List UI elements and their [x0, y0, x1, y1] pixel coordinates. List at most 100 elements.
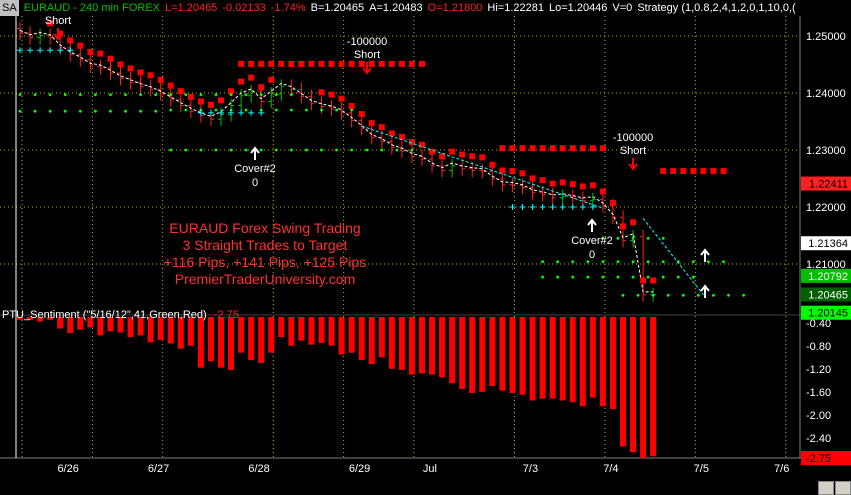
sentiment-bar [408, 317, 415, 375]
signal-qty: -100000 [347, 36, 387, 48]
indicator-tick-label: -1.20 [806, 364, 831, 376]
stop-marker [579, 183, 586, 190]
price-bar [167, 87, 174, 107]
sentiment-bar [228, 317, 235, 370]
target-dot [676, 275, 680, 279]
sentiment-bar [630, 317, 637, 453]
sentiment-bar [519, 317, 526, 395]
scroll-right-button[interactable] [835, 481, 851, 495]
stop-marker [328, 91, 335, 98]
sentiment-bar [348, 317, 355, 353]
price-bar [328, 99, 335, 116]
sentiment-bar [288, 317, 295, 346]
stop-marker [348, 60, 355, 67]
stop-marker [398, 60, 405, 67]
sentiment-bar [429, 317, 436, 375]
target-dot [214, 148, 218, 152]
price-tick-label: 1.24000 [806, 88, 846, 100]
stop-marker [338, 60, 345, 67]
target-dot [571, 275, 575, 279]
target-cross [238, 109, 245, 116]
stop-marker [439, 153, 446, 160]
signal-label: Cover#2 [571, 235, 613, 247]
stop-marker [368, 120, 375, 127]
sentiment-bar [238, 317, 245, 353]
price-tag-label: 1.20145 [808, 308, 848, 320]
price-bar [268, 87, 275, 109]
target-cross [539, 203, 546, 210]
stop-marker [569, 145, 576, 152]
stop-marker [157, 76, 164, 83]
stop-marker [660, 168, 667, 175]
target-dot [169, 108, 173, 112]
indicator-tag [801, 451, 851, 465]
stop-marker [539, 145, 546, 152]
stop-marker [640, 277, 647, 284]
target-dot [601, 236, 605, 240]
target-dot [365, 148, 369, 152]
target-dot [556, 275, 560, 279]
sentiment-bar [589, 317, 596, 398]
sentiment-bar [640, 317, 647, 458]
stop-marker [268, 76, 275, 83]
stop-marker [620, 223, 626, 230]
target-dot [571, 260, 575, 264]
bid-price: B=1.20465 [310, 2, 365, 14]
stop-marker [288, 60, 295, 67]
stop-marker [499, 167, 506, 174]
stop-marker [127, 65, 134, 72]
target-dot [274, 93, 278, 97]
stop-marker [489, 161, 496, 168]
stop-marker [419, 60, 425, 67]
stop-marker [278, 60, 285, 67]
sentiment-bar [157, 317, 164, 341]
target-dot [93, 93, 97, 97]
overlay-line-4: PremierTraderUniversity.com [174, 271, 356, 287]
sentiment-bar [569, 317, 576, 403]
stop-marker [368, 60, 375, 67]
target-dot [289, 148, 293, 152]
sentiment-bar [147, 317, 154, 343]
target-dot [727, 293, 730, 297]
price-tag [801, 287, 851, 302]
target-cross [559, 203, 566, 210]
stop-marker [700, 168, 707, 175]
sentiment-bar [97, 317, 104, 336]
signal-qty: 0 [252, 177, 258, 189]
price-bar [248, 84, 255, 103]
sentiment-bar [509, 317, 516, 393]
price-bar [519, 178, 526, 195]
stop-marker [77, 42, 84, 49]
symbol-badge[interactable]: SA [0, 0, 19, 16]
low-price: Lo=1.20446 [549, 2, 608, 14]
target-dot [636, 293, 640, 297]
sentiment-bar [248, 317, 255, 361]
target-dot [199, 148, 203, 152]
date-label: 7/4 [603, 463, 618, 475]
scroll-left-button[interactable] [818, 481, 834, 495]
sentiment-bar [499, 317, 506, 391]
sentiment-bar [57, 317, 64, 329]
target-cross [57, 47, 64, 54]
price-tag [801, 236, 851, 251]
target-dot [335, 148, 338, 152]
sentiment-bar [47, 317, 54, 320]
sentiment-bar [479, 317, 486, 392]
target-dot [631, 260, 635, 264]
sentiment-bar [127, 317, 134, 338]
date-label: 6/26 [57, 463, 78, 475]
stop-marker [569, 181, 576, 188]
target-cross [47, 47, 54, 54]
target-dot [48, 93, 52, 97]
sentiment-bar [609, 317, 616, 410]
indicator-tick-label: -2.40 [806, 433, 831, 445]
price-bar [97, 59, 104, 75]
stop-marker [318, 89, 325, 96]
target-dot [541, 260, 544, 264]
target-cross [27, 47, 34, 54]
target-dot [274, 108, 278, 112]
target-dot [214, 108, 218, 112]
sentiment-bar [77, 317, 84, 330]
stop-marker [147, 72, 154, 79]
